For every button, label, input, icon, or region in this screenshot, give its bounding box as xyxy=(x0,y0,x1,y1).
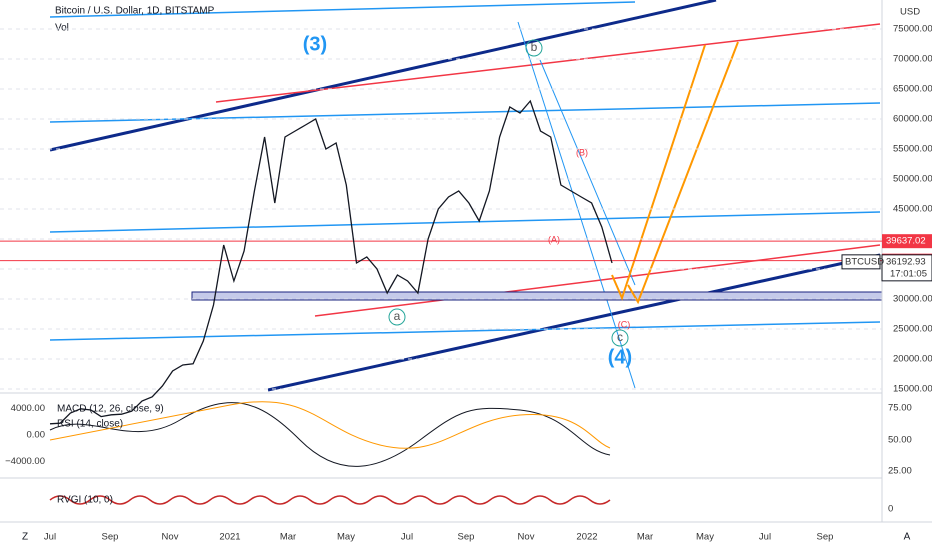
rsi-tick-label: 50.00 xyxy=(888,435,912,446)
symbol-tag xyxy=(841,254,881,270)
corner-label: Z xyxy=(22,532,28,543)
trend-line xyxy=(49,211,881,233)
wave-label: (C) xyxy=(618,319,631,329)
axis-unit: USD xyxy=(900,7,920,18)
wave-label: c xyxy=(617,330,623,344)
wave-label: b xyxy=(531,40,538,54)
rsi-tick-label: 75.00 xyxy=(888,403,912,414)
trend-line xyxy=(215,23,881,103)
trend-line xyxy=(49,321,881,341)
corner-label: A xyxy=(904,532,911,543)
projection-line xyxy=(611,44,706,301)
y-tick-label: 65000.00 xyxy=(893,84,932,95)
x-tick-label: Jul xyxy=(401,532,413,543)
y-tick-label: 50000.00 xyxy=(893,174,932,185)
subtitle: Vol xyxy=(55,23,69,34)
wave-label: a xyxy=(394,309,401,323)
x-tick-label: Nov xyxy=(518,532,535,543)
price-tag-label: 39637.02 xyxy=(886,236,926,247)
rsi-tick-label: 25.00 xyxy=(888,466,912,477)
x-tick-label: Jul xyxy=(759,532,771,543)
trend-line xyxy=(49,0,717,152)
wave-circle xyxy=(388,308,406,326)
trend-line xyxy=(49,1,636,18)
trend-line xyxy=(267,253,881,392)
y-tick-label: 55000.00 xyxy=(893,144,932,155)
y-tick-label: 60000.00 xyxy=(893,114,932,125)
symbol-label: BTCUSD xyxy=(845,256,884,267)
wave-circle xyxy=(611,329,629,347)
x-tick-label: Nov xyxy=(162,532,179,543)
x-tick-label: Mar xyxy=(637,532,653,543)
y-tick-label: 70000.00 xyxy=(893,54,932,65)
x-tick-label: May xyxy=(696,532,714,543)
x-tick-label: May xyxy=(337,532,355,543)
channel-line xyxy=(517,21,636,389)
wave-label: (3) xyxy=(303,33,327,55)
wave-circle xyxy=(525,39,543,57)
last-price-tag xyxy=(881,254,932,282)
macd-signal xyxy=(49,401,611,449)
wave-label: (A) xyxy=(548,234,560,244)
channel-line xyxy=(539,59,636,286)
x-tick-label: Jul xyxy=(44,532,56,543)
x-tick-label: Mar xyxy=(280,532,296,543)
y-tick-label: 45000.00 xyxy=(893,204,932,215)
chart-title: Bitcoin / U.S. Dollar, 1D, BITSTAMP xyxy=(55,6,215,17)
x-tick-label: 2021 xyxy=(219,532,240,543)
rvgi-line xyxy=(49,495,611,505)
x-tick-label: Sep xyxy=(458,532,475,543)
trend-line xyxy=(49,102,881,123)
macd-tick-label: −4000.00 xyxy=(5,456,45,467)
wave-label: (4) xyxy=(608,346,632,368)
y-tick-label: 75000.00 xyxy=(893,24,932,35)
projection-line xyxy=(627,41,739,305)
y-tick-label: 15000.00 xyxy=(893,384,932,395)
last-price-countdown: 17:01:05 xyxy=(890,268,927,279)
rvgi-label: RVGI (10, 0) xyxy=(57,495,113,506)
rsi-line xyxy=(49,402,611,467)
rvgi-tick-label: 0 xyxy=(888,504,893,515)
rsi-label: RSI (14, close) xyxy=(57,419,123,430)
last-price: 36192.93 xyxy=(886,256,926,267)
price-tag xyxy=(882,234,932,249)
x-tick-label: 2022 xyxy=(576,532,597,543)
macd-tick-label: 0.00 xyxy=(27,430,46,441)
macd-tick-label: 4000.00 xyxy=(11,403,45,414)
y-tick-label: 25000.00 xyxy=(893,324,932,335)
macd-label: MACD (12, 26, close, 9) xyxy=(57,404,164,415)
trend-line xyxy=(314,244,881,317)
price-line-series xyxy=(49,99,613,425)
y-tick-label: 20000.00 xyxy=(893,354,932,365)
x-tick-label: Sep xyxy=(817,532,834,543)
x-tick-label: Sep xyxy=(102,532,119,543)
y-tick-label: 30000.00 xyxy=(893,294,932,305)
wave-label: (B) xyxy=(576,147,588,157)
